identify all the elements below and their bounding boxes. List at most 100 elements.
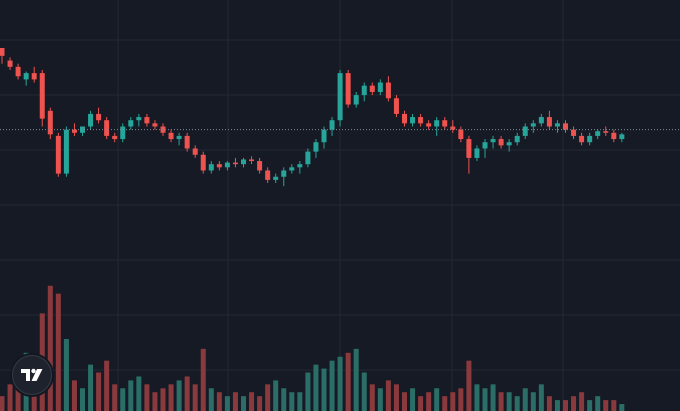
candle-body	[442, 120, 448, 127]
candle-body	[104, 120, 110, 136]
volume-bar	[297, 392, 303, 411]
volume-bar	[418, 396, 424, 411]
volume-bar	[128, 380, 134, 411]
candle-body	[184, 135, 190, 149]
candle-body	[0, 48, 5, 56]
candle-body	[410, 117, 416, 124]
candle-body	[546, 117, 552, 127]
candle-body	[47, 110, 53, 135]
candle-body	[418, 117, 424, 124]
volume-bar	[321, 368, 327, 411]
candle-body	[112, 135, 118, 140]
volume-bar	[7, 384, 13, 411]
candle-body	[434, 120, 440, 127]
candle-body	[39, 73, 45, 119]
candle-body	[530, 123, 536, 127]
candle-body	[571, 129, 577, 136]
volume-bar	[434, 388, 440, 411]
volume-bar	[88, 364, 94, 411]
volume-bar	[273, 380, 279, 411]
candle-body	[176, 135, 182, 140]
candle-body	[200, 154, 206, 171]
candle-body	[136, 117, 142, 121]
candle-body	[450, 126, 456, 130]
candle-body	[71, 129, 77, 133]
volume-bar	[329, 360, 335, 411]
volume-bar	[47, 285, 53, 411]
candle-body	[224, 162, 230, 168]
candle-body	[313, 142, 319, 152]
volume-bar	[184, 376, 190, 411]
volume-bar	[168, 384, 174, 411]
volume-bar	[249, 392, 255, 411]
volume-bar	[257, 396, 263, 411]
volume-bar	[369, 384, 375, 411]
volume-bar	[506, 392, 512, 411]
volume-bar	[530, 392, 536, 411]
volume-bar	[208, 388, 214, 411]
volume-bar	[305, 372, 311, 411]
candle-body	[361, 85, 367, 96]
candle-body	[321, 129, 327, 143]
candle-body	[63, 129, 69, 174]
candle-body	[563, 123, 568, 130]
volume-bar	[152, 392, 158, 411]
candle-body	[506, 142, 512, 146]
volume-bar	[265, 384, 271, 411]
candle-body	[31, 73, 37, 80]
candle-body	[619, 134, 625, 140]
candle-body	[96, 113, 102, 121]
candle-body	[482, 142, 488, 149]
candle-body	[579, 135, 585, 143]
volume-bar	[442, 396, 448, 411]
volume-bar	[345, 352, 351, 411]
volume-bar	[241, 396, 246, 411]
candle-body	[329, 120, 335, 130]
candle-body	[305, 151, 311, 165]
candle-body	[249, 159, 255, 162]
candle-body	[55, 135, 61, 174]
volume-bar	[498, 392, 504, 411]
volume-bar	[538, 384, 544, 411]
volume-bar	[313, 364, 319, 411]
volume-bar	[554, 400, 560, 411]
candle-body	[241, 159, 246, 165]
volume-bar	[281, 388, 287, 411]
candle-body	[23, 73, 29, 80]
tradingview-logo-icon[interactable]	[12, 355, 52, 395]
candle-body	[554, 123, 560, 127]
volume-bar	[603, 400, 609, 411]
volume-bar	[402, 392, 407, 411]
candle-body	[232, 162, 238, 165]
volume-bar	[224, 396, 230, 411]
volume-bar	[522, 388, 528, 411]
candle-body	[345, 73, 351, 105]
volume-bar	[200, 348, 206, 411]
volume-bar	[546, 396, 552, 411]
volume-series	[0, 285, 625, 411]
candle-body	[273, 176, 279, 180]
candle-body	[393, 98, 399, 114]
volume-bar	[490, 384, 496, 411]
volume-bar	[289, 392, 295, 411]
candle-body	[402, 113, 407, 124]
volume-bar	[482, 388, 488, 411]
volume-bar	[385, 380, 391, 411]
candle-body	[257, 161, 263, 171]
volume-bar	[104, 360, 110, 411]
volume-bar	[595, 396, 601, 411]
volume-bar	[176, 380, 182, 411]
candle-series	[0, 48, 625, 187]
volume-bar	[80, 388, 85, 411]
volume-bar	[393, 384, 399, 411]
candle-body	[514, 135, 520, 143]
candle-body	[369, 85, 375, 92]
volume-bar	[458, 388, 464, 411]
candle-body	[522, 126, 528, 136]
volume-bar	[619, 404, 625, 411]
volume-bar	[192, 384, 198, 411]
volume-bar	[232, 392, 238, 411]
